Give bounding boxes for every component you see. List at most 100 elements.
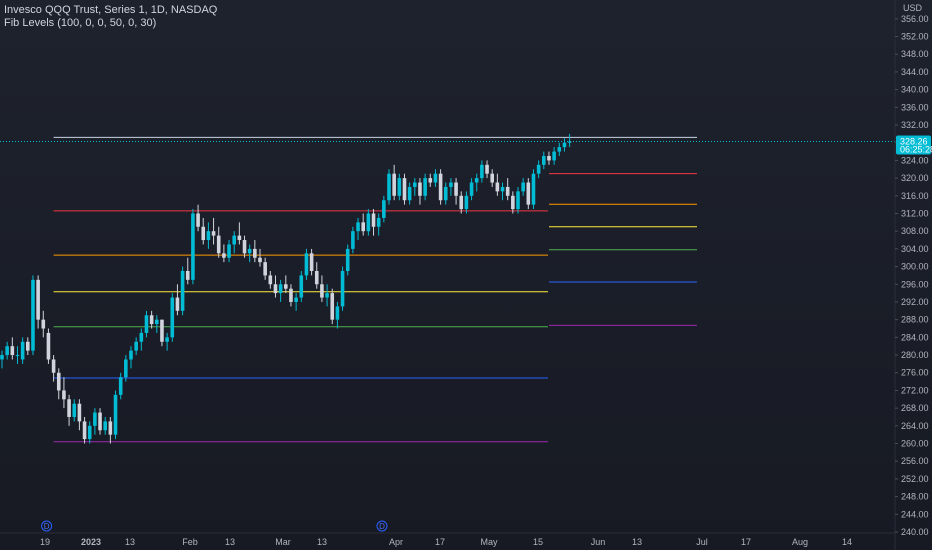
candle	[289, 284, 293, 307]
dividend-label: D	[44, 522, 50, 531]
candle	[309, 248, 314, 276]
candle	[93, 408, 97, 435]
candle	[423, 173, 427, 201]
candle-body	[82, 421, 87, 440]
candle-body	[180, 271, 185, 311]
candle	[376, 213, 381, 236]
candle	[562, 138, 567, 152]
time-tick-label: 13	[125, 537, 135, 547]
candle	[454, 178, 458, 205]
candle	[402, 173, 407, 205]
study-title[interactable]: Fib Levels (100, 0, 0, 50, 0, 30)	[4, 17, 157, 29]
candle	[428, 173, 433, 187]
candle-body	[51, 359, 56, 373]
candle-body	[485, 164, 489, 174]
candle	[433, 169, 438, 187]
candle	[15, 346, 20, 364]
price-tick-label: 244.00	[901, 509, 929, 519]
candle	[191, 209, 195, 285]
candle	[118, 372, 123, 400]
candle	[351, 226, 355, 254]
time-axis[interactable]: 19 2023 13 Feb 13 Mar 13 Apr 17 May 15 Jun 13 Jul 17 Au…	[0, 532, 895, 547]
candle-body	[516, 191, 520, 210]
candle-body	[356, 222, 360, 232]
price-tick-label: 324.00	[901, 155, 929, 165]
candle	[320, 275, 324, 302]
candle-body	[351, 231, 355, 249]
candle-body	[87, 425, 92, 440]
candle-body	[155, 319, 159, 325]
candle	[87, 421, 92, 444]
price-tick-label: 248.00	[901, 492, 929, 502]
candle	[144, 310, 149, 338]
time-tick-label: Mar	[275, 537, 291, 547]
candle	[387, 169, 391, 205]
candle	[134, 337, 138, 356]
candle-body	[299, 275, 304, 298]
candle	[41, 310, 46, 338]
time-tick-label: 17	[741, 537, 751, 547]
candle	[77, 399, 82, 431]
candle	[196, 204, 200, 232]
candle	[340, 266, 345, 311]
candle	[392, 164, 396, 201]
candle	[536, 160, 541, 179]
candle	[31, 275, 35, 356]
symbol-title[interactable]: Invesco QQQ Trust, Series 1, 1D, NASDAQ	[4, 4, 218, 16]
candle	[206, 222, 211, 249]
candle	[175, 284, 180, 316]
candle-body	[361, 222, 365, 232]
candle-body	[144, 315, 149, 333]
candle-body	[325, 293, 329, 298]
candle-body	[201, 226, 206, 241]
candle-body	[253, 248, 257, 258]
candle	[227, 240, 231, 263]
candle	[531, 169, 536, 210]
candle-body	[402, 178, 407, 201]
candle	[371, 209, 376, 236]
candle-body	[185, 271, 190, 280]
candle-body	[211, 231, 216, 236]
candle-body	[160, 319, 164, 342]
price-tick-label: 316.00	[901, 191, 929, 201]
candle	[299, 271, 304, 302]
candle-body	[562, 142, 567, 148]
price-axis[interactable]: 240.00 244.00 248.00 252.00 256.00 260.00 264.…	[894, 0, 929, 550]
time-tick-label: Feb	[182, 537, 198, 547]
candle-body	[505, 186, 510, 196]
price-tick-label: 240.00	[901, 527, 929, 537]
candle	[62, 377, 66, 409]
price-tick-label: 340.00	[901, 85, 929, 95]
candle	[10, 337, 15, 360]
candle	[56, 368, 61, 400]
candle	[222, 244, 226, 263]
candle	[314, 262, 319, 289]
candle-body	[557, 147, 562, 152]
candle	[366, 209, 371, 236]
candle-body	[175, 297, 180, 311]
candle	[149, 310, 154, 329]
candle-body	[216, 235, 221, 254]
candle	[330, 288, 335, 325]
candle-body	[542, 155, 546, 165]
time-tick-label: 17	[435, 537, 445, 547]
candle-body	[258, 257, 262, 263]
candle	[268, 271, 273, 289]
candle-body	[320, 284, 324, 298]
candle-body	[149, 315, 154, 325]
chart-legend[interactable]: Invesco QQQ Trust, Series 1, 1D, NASDAQ …	[4, 4, 217, 30]
candle-body	[392, 173, 396, 196]
candle	[258, 248, 262, 267]
candle	[108, 416, 113, 444]
candle-body	[227, 244, 231, 258]
candle	[325, 284, 329, 307]
candle	[51, 355, 56, 382]
candle-body	[413, 182, 417, 187]
candle-body	[454, 182, 458, 196]
candle	[170, 293, 175, 342]
candle-body	[72, 403, 77, 417]
candle	[526, 178, 531, 210]
candle-body	[438, 173, 443, 201]
